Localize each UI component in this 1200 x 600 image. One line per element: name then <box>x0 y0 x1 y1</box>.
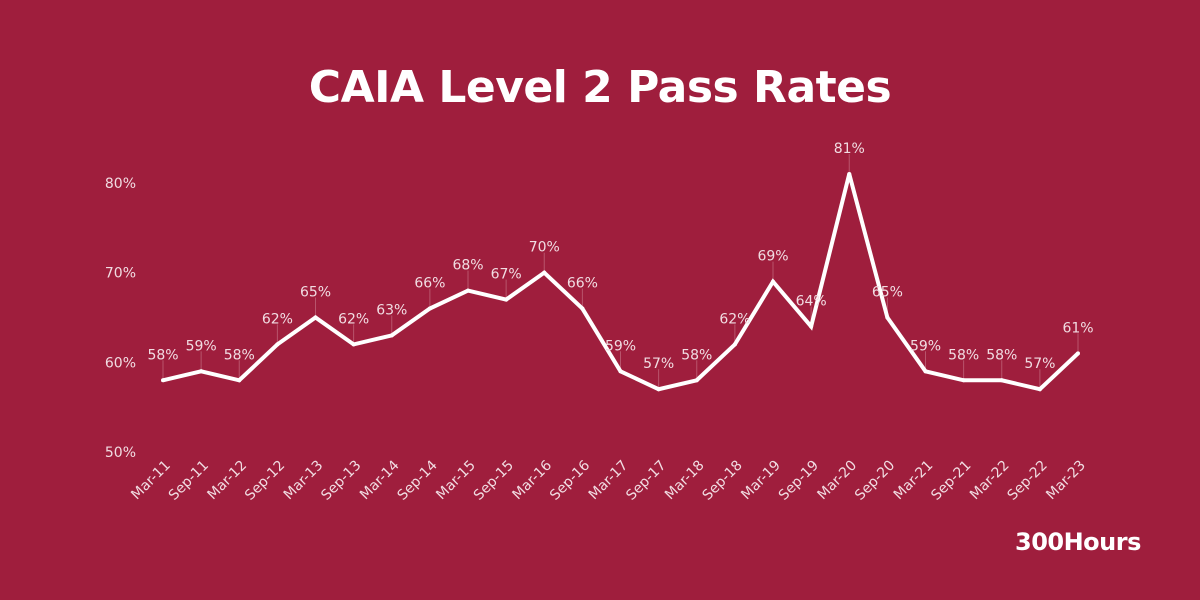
data-point <box>999 378 1004 383</box>
data-label: 57% <box>643 356 674 372</box>
y-tick-label: 60% <box>105 355 136 371</box>
data-label: 62% <box>262 311 293 327</box>
data-label: 63% <box>376 302 407 318</box>
data-point <box>961 378 966 383</box>
data-label: 64% <box>796 293 827 309</box>
data-point <box>161 378 165 383</box>
data-point <box>771 279 775 284</box>
data-point <box>542 270 547 275</box>
data-point <box>466 288 470 293</box>
y-tick-label: 50% <box>105 445 136 461</box>
x-tick-label: Sep-18 <box>700 458 746 504</box>
y-tick-label: 80% <box>105 176 136 192</box>
data-point <box>656 387 661 392</box>
data-label: 58% <box>948 347 979 363</box>
data-label: 68% <box>452 258 483 274</box>
data-label: 58% <box>147 347 178 363</box>
data-label: 66% <box>414 276 445 292</box>
data-label: 62% <box>338 311 369 327</box>
data-label: 57% <box>1024 356 1055 372</box>
x-tick-label: Sep-17 <box>623 458 669 504</box>
data-point <box>847 172 852 177</box>
data-label: 59% <box>605 338 636 354</box>
x-tick-label: Mar-17 <box>586 458 632 504</box>
data-point <box>427 306 432 311</box>
data-label: 62% <box>719 311 750 327</box>
data-label: 67% <box>491 267 522 283</box>
x-tick-label: Mar-16 <box>510 457 556 503</box>
data-point <box>237 378 242 383</box>
data-point <box>923 369 928 374</box>
x-tick-label: Mar-15 <box>433 458 479 504</box>
x-tick-label: Sep-11 <box>166 458 212 504</box>
x-tick-label: Mar-14 <box>357 457 403 503</box>
chart-title: CAIA Level 2 Pass Rates <box>308 62 892 113</box>
data-label: 69% <box>757 249 788 265</box>
x-tick-label: Sep-16 <box>547 457 593 503</box>
x-tick-label: Sep-15 <box>471 458 517 504</box>
data-point <box>504 297 509 302</box>
data-label: 65% <box>872 285 903 301</box>
data-label: 59% <box>910 338 941 354</box>
y-tick-label: 70% <box>105 266 136 282</box>
x-tick-label: Sep-22 <box>1005 458 1051 504</box>
x-tick-label: Mar-12 <box>205 458 251 504</box>
x-tick-label: Mar-21 <box>891 458 937 504</box>
data-label: 58% <box>224 347 255 363</box>
data-label: 70% <box>529 240 560 256</box>
data-label: 58% <box>986 347 1017 363</box>
x-tick-label: Sep-20 <box>852 458 898 504</box>
data-point <box>275 342 280 347</box>
x-tick-label: Sep-19 <box>776 458 822 504</box>
data-point <box>389 333 394 338</box>
x-tick-label: Mar-20 <box>815 458 861 504</box>
data-label: 66% <box>567 276 598 292</box>
x-tick-label: Sep-13 <box>318 458 364 504</box>
x-tick-label: Mar-18 <box>662 458 708 504</box>
data-point <box>1037 387 1042 392</box>
x-tick-label: Mar-11 <box>128 458 174 504</box>
data-label: 81% <box>834 141 865 157</box>
data-point <box>885 315 890 320</box>
data-point <box>351 342 356 347</box>
data-label: 61% <box>1062 320 1093 336</box>
brand-logo: 300Hours <box>1015 528 1141 556</box>
x-tick-label: Mar-23 <box>1043 458 1089 504</box>
x-tick-label: Mar-22 <box>967 458 1013 504</box>
data-point <box>1076 351 1080 356</box>
data-point <box>732 342 737 347</box>
x-tick-label: Sep-21 <box>928 458 974 504</box>
x-tick-label: Mar-19 <box>738 458 784 504</box>
data-point <box>809 324 814 329</box>
data-point <box>580 306 585 311</box>
data-label: 59% <box>186 338 217 354</box>
data-point <box>313 315 318 320</box>
data-label: 65% <box>300 285 331 301</box>
x-tick-label: Sep-12 <box>242 458 288 504</box>
x-tick-label: Sep-14 <box>395 457 441 503</box>
data-label: 58% <box>681 347 712 363</box>
data-point <box>199 369 204 374</box>
x-tick-label: Mar-13 <box>281 458 327 504</box>
data-point <box>618 369 623 374</box>
data-point <box>694 378 699 383</box>
